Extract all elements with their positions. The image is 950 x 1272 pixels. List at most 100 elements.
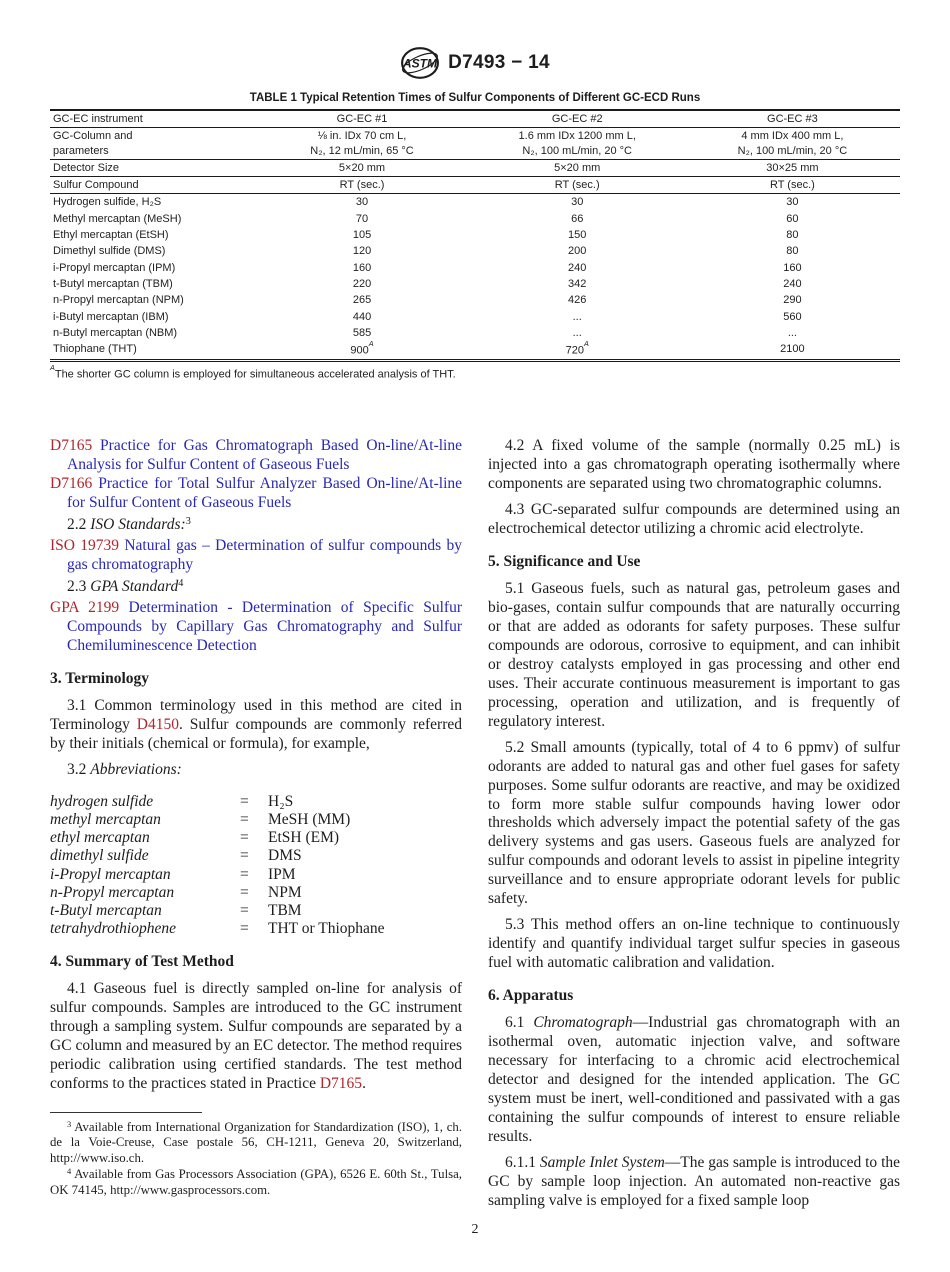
paragraph: 4.3 GC-separated sulfur compounds are de…: [488, 501, 900, 539]
paragraph: 3.2 Abbreviations:: [50, 761, 462, 780]
paragraph: 4.2 A fixed volume of the sample (normal…: [488, 437, 900, 494]
abbreviation-row: hydrogen sulfide = H₂S: [50, 793, 462, 811]
abbr-term: ethyl mercaptan: [50, 829, 150, 847]
table-cell: n-Propyl mercaptan (NPM): [53, 294, 184, 307]
table-cell: 30: [571, 196, 584, 209]
table-row: Ethyl mercaptan (EtSH) 105 150 80: [50, 227, 900, 243]
table-cell: GC-EC #3: [684, 110, 900, 129]
table-row: n-Propyl mercaptan (NPM) 265 426 290: [50, 292, 900, 308]
abbr-value: TBM: [268, 902, 302, 920]
table-cell: 66: [571, 212, 584, 225]
abbr-term: t-Butyl mercaptan: [50, 902, 162, 920]
text-run: 5. Significance and Use: [488, 552, 641, 570]
table-row: i-Butyl mercaptan (IBM) 440... 560: [50, 309, 900, 325]
table-cell: GC-EC instrument: [50, 110, 255, 129]
abbr-equals: =: [240, 865, 249, 883]
text-run: 2.3: [67, 577, 91, 595]
table-row: Thiophane (THT) 900A 720A 2100: [50, 338, 900, 360]
table-body: GC-EC instrument GC-EC #1 GC-EC #2 GC-EC #3…: [50, 110, 900, 361]
table-row: n-Butyl mercaptan (NBM) 585......: [50, 325, 900, 341]
abbr-value: DMS: [268, 847, 302, 865]
paragraph: 6.1 Chromatograph—Industrial gas chromat…: [488, 1014, 900, 1147]
abbr-term: n-Propyl mercaptan: [50, 883, 175, 901]
table-row: Methyl mercaptan (MeSH) 70 66 60: [50, 211, 900, 227]
astm-logo-text: ASTM: [402, 56, 438, 70]
abbr-term: i-Propyl mercaptan: [50, 865, 171, 883]
abbr-term: hydrogen sulfide: [50, 792, 154, 810]
subsection-heading: 2.2 ISO Standards:3: [50, 516, 462, 535]
table-cell: 70: [355, 212, 369, 225]
text-run: 5.3 This method offers an on-line techni…: [488, 916, 900, 972]
doc-link[interactable]: D7165: [50, 436, 101, 454]
document-page: ASTM D7493 − 14 TABLE 1 Typical Retentio…: [50, 47, 900, 1237]
abbr-equals: =: [240, 883, 249, 901]
abbreviation-row: i-Propyl mercaptan = IPM: [50, 866, 462, 884]
abbr-equals: =: [240, 810, 249, 828]
text-run: 6. Apparatus: [488, 987, 574, 1005]
table-cell: 30×25 mm: [684, 159, 900, 178]
text-run: 4.1 Gaseous fuel is directly sampled on-…: [50, 979, 462, 1092]
table-cell: 80: [786, 245, 799, 258]
table-cell: GC-Column and parameters: [50, 127, 255, 160]
text-run: Available from Gas Processors Associatio…: [50, 1166, 462, 1197]
table-cell: RT (sec.): [469, 176, 685, 195]
cell-superscript: A: [368, 338, 374, 348]
table-cell: i-Butyl mercaptan (IBM): [53, 310, 169, 323]
table-cell: 160: [352, 261, 372, 274]
doc-link[interactable]: GPA 2199: [50, 598, 129, 616]
text-run: 5.2 Small amounts (typically, total of 4…: [488, 738, 900, 908]
abbreviation-row: tetrahydrothiophene = THT or Thiophane: [50, 920, 462, 938]
table-cell: 265: [352, 294, 372, 307]
text-run: Sample Inlet System: [539, 1154, 665, 1172]
table-cell: ...: [787, 326, 797, 339]
abbr-value: H₂S: [268, 792, 294, 810]
reference-entry: D7165 Practice for Gas Chromatograph Bas…: [50, 437, 462, 475]
paragraph: 6.1.1 Sample Inlet System—The gas sample…: [488, 1154, 900, 1211]
table-cell: 440: [352, 310, 372, 323]
text-run: 3: [185, 516, 191, 528]
table-title: TABLE 1 Typical Retention Times of Sulfu…: [249, 92, 701, 104]
text-run: 4: [67, 1166, 72, 1177]
doc-link[interactable]: Practice for Gas Chromatograph Based On-…: [67, 436, 462, 473]
abbr-value: NPM: [268, 883, 302, 901]
content-columns: D7165 Practice for Gas Chromatograph Bas…: [50, 437, 900, 1218]
table-row: GC-EC instrument GC-EC #1 GC-EC #2 GC-EC #3: [50, 110, 900, 129]
table-cell: 105: [352, 229, 372, 242]
subsection-heading: 2.3 GPA Standard4: [50, 578, 462, 597]
abbreviation-row: methyl mercaptan = MeSH (MM): [50, 811, 462, 829]
paragraph: 5.1 Gaseous fuels, such as natural gas, …: [488, 580, 900, 732]
retention-times-table: GC-EC instrument GC-EC #1 GC-EC #2 GC-EC #3…: [50, 109, 900, 363]
doc-link[interactable]: Practice for Total Sulfur Analyzer Based…: [67, 474, 462, 511]
table-footnote-marker: A: [50, 362, 55, 372]
table-cell: Thiophane (THT): [53, 343, 137, 356]
doc-link[interactable]: ISO 19739: [50, 536, 125, 554]
page-number: 2: [471, 1222, 479, 1237]
abbr-value: IPM: [268, 865, 296, 883]
table-cell: 5×20 mm: [254, 159, 470, 178]
doc-link[interactable]: D7166: [50, 474, 99, 492]
doc-link[interactable]: Determination - Determination of Specifi…: [67, 598, 462, 654]
table-cell: n-Butyl mercaptan (NBM): [53, 326, 178, 339]
doc-link[interactable]: D4150: [136, 715, 179, 733]
doc-link[interactable]: Natural gas – Determination of sulfur co…: [67, 536, 462, 573]
table-cell: 200: [568, 245, 587, 258]
doc-link[interactable]: D7165: [319, 1074, 363, 1092]
table-row: i-Propyl mercaptan (IPM) 160 240 160: [50, 260, 900, 276]
section-heading: 3. Terminology: [50, 670, 462, 689]
table-cell: Sulfur Compound: [50, 176, 255, 195]
table-cell: 160: [783, 261, 802, 274]
table-row: t-Butyl mercaptan (TBM) 220 342 240: [50, 276, 900, 292]
footnote: 3 Available from International Organizat…: [50, 1119, 462, 1167]
table-row: Hydrogen sulfide, H₂S 30 30 30: [50, 194, 900, 211]
text-run: —Industrial gas chromatograph with an is…: [488, 1014, 901, 1146]
table-cell: Ethyl mercaptan (EtSH): [53, 229, 169, 242]
text-run: GPA Standard: [90, 577, 179, 595]
abbr-equals: =: [240, 829, 249, 847]
standard-designation: D7493 − 14: [448, 52, 550, 73]
abbr-value: EtSH (EM): [268, 829, 340, 847]
table-cell: Methyl mercaptan (MeSH): [53, 212, 182, 225]
table-cell: i-Propyl mercaptan (IPM): [53, 261, 176, 274]
text-run: ISO Standards:: [90, 515, 186, 533]
abbr-equals: =: [240, 847, 249, 865]
table-cell: ...: [572, 310, 582, 323]
